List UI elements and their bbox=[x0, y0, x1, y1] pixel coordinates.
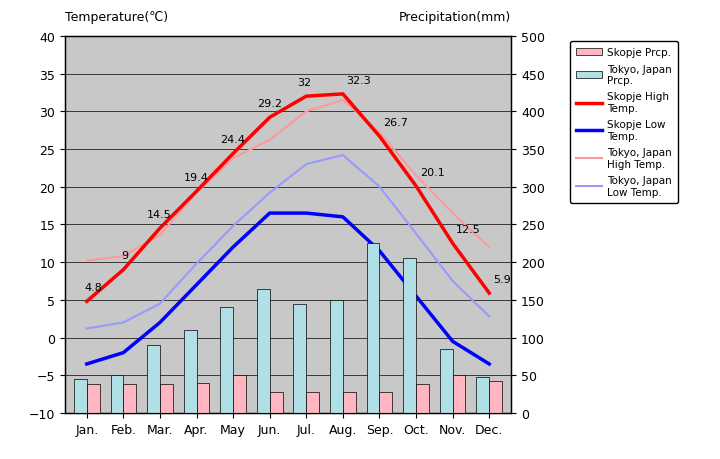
Bar bbox=[306, 392, 319, 413]
Bar bbox=[453, 375, 465, 413]
Bar bbox=[257, 289, 270, 413]
Bar bbox=[233, 375, 246, 413]
Text: Temperature(℃): Temperature(℃) bbox=[65, 11, 168, 23]
Bar bbox=[490, 381, 502, 413]
Bar bbox=[477, 377, 490, 413]
Bar bbox=[330, 300, 343, 413]
Text: 12.5: 12.5 bbox=[456, 224, 481, 235]
Bar bbox=[147, 345, 160, 413]
Legend: Skopje Prcp., Tokyo, Japan
Prcp., Skopje High
Temp., Skopje Low
Temp., Tokyo, Ja: Skopje Prcp., Tokyo, Japan Prcp., Skopje… bbox=[570, 42, 678, 203]
Text: 32: 32 bbox=[297, 78, 311, 88]
Bar bbox=[416, 385, 429, 413]
Text: 32.3: 32.3 bbox=[346, 75, 372, 85]
Text: 14.5: 14.5 bbox=[147, 209, 172, 219]
Bar bbox=[74, 379, 86, 413]
Text: 19.4: 19.4 bbox=[184, 173, 209, 183]
Text: 4.8: 4.8 bbox=[85, 282, 103, 292]
Bar bbox=[111, 375, 123, 413]
Bar bbox=[270, 392, 282, 413]
Bar bbox=[366, 244, 379, 413]
Text: 5.9: 5.9 bbox=[493, 274, 510, 284]
Bar bbox=[123, 385, 136, 413]
Bar bbox=[440, 349, 453, 413]
Text: 9: 9 bbox=[122, 251, 129, 261]
Bar bbox=[197, 383, 210, 413]
Bar bbox=[220, 308, 233, 413]
Bar bbox=[86, 385, 99, 413]
Text: 20.1: 20.1 bbox=[420, 167, 444, 177]
Bar bbox=[294, 304, 306, 413]
Text: 26.7: 26.7 bbox=[383, 118, 408, 128]
Text: 29.2: 29.2 bbox=[257, 99, 282, 109]
Bar bbox=[184, 330, 197, 413]
Text: Precipitation(mm): Precipitation(mm) bbox=[399, 11, 511, 23]
Text: 24.4: 24.4 bbox=[220, 135, 246, 145]
Bar bbox=[403, 259, 416, 413]
Bar bbox=[343, 392, 356, 413]
Bar bbox=[160, 385, 173, 413]
Bar bbox=[379, 392, 392, 413]
